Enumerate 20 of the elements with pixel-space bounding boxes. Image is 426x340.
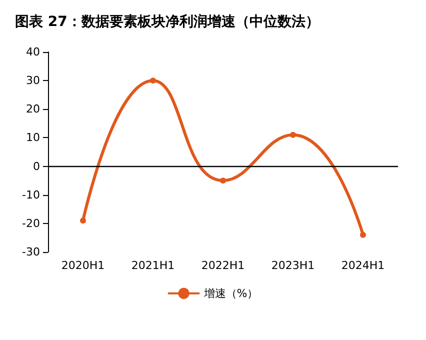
y-tick-label: 40	[26, 46, 40, 58]
point	[360, 232, 366, 238]
x-tick-label: 2023H1	[271, 259, 315, 272]
point	[150, 78, 156, 84]
chart-title: 图表 27：数据要素板块净利润增速（中位数法）	[15, 13, 320, 30]
y-tick-label: 0	[33, 160, 40, 173]
x-tick-label: 2020H1	[61, 259, 105, 272]
y-tick-label: 10	[26, 131, 40, 144]
y-tick-label: -10	[22, 188, 40, 202]
x-tick-label: 2021H1	[131, 259, 175, 272]
y-tick-label: -30	[22, 246, 40, 258]
y-tick-label: -20	[22, 216, 40, 230]
point	[290, 132, 296, 138]
x-tick-label: 2022H1	[201, 259, 245, 272]
y-tick-label: 30	[26, 74, 40, 88]
y-tick-label: 20	[26, 102, 40, 116]
legend-label: 增速（%）	[202, 286, 258, 300]
x-tick-label: 2024H1	[341, 259, 385, 272]
point	[80, 218, 86, 224]
point	[220, 178, 226, 184]
